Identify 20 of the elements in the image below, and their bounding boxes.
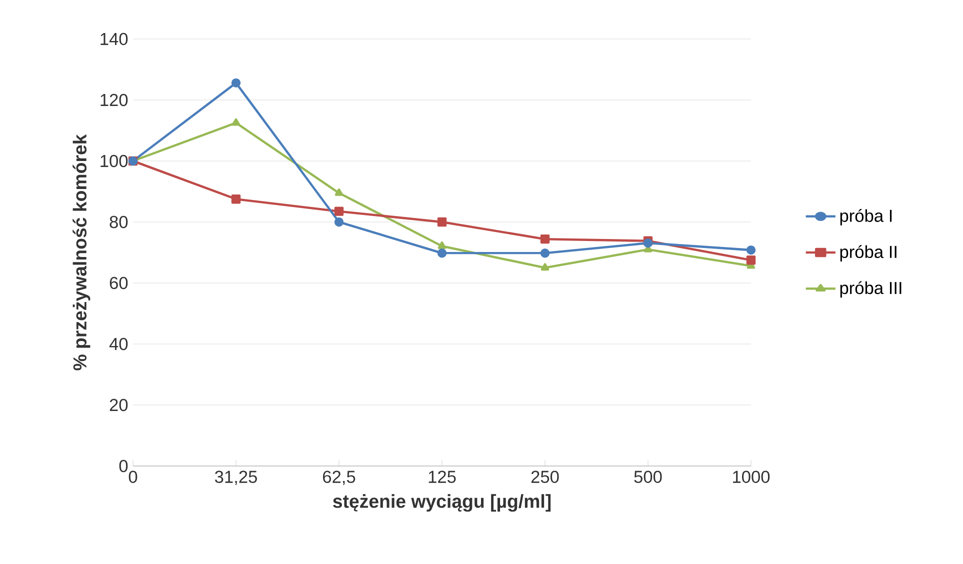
x-tick-label: 62,5 xyxy=(323,470,356,486)
x-tick-label: 500 xyxy=(634,470,662,483)
y-axis-title: % przeżywalność komórek xyxy=(72,134,90,370)
y-tick-label: 20 xyxy=(110,398,128,412)
y-tick-label: 120 xyxy=(100,94,128,106)
y-tick-label: 0 xyxy=(119,460,128,472)
y-tick-label: 80 xyxy=(110,216,128,228)
x-tick-label: 1000 xyxy=(733,470,770,483)
x-tick-label: 250 xyxy=(531,470,559,483)
y-tick-label: 100 xyxy=(100,154,128,168)
y-tick-label: 40 xyxy=(109,338,128,350)
x-axis-title: stężenie wyciągu [µg/ml] xyxy=(333,494,551,512)
x-tick-label: 31,25 xyxy=(214,470,257,486)
legend-label: próba I xyxy=(840,209,892,226)
x-tick-label: 125 xyxy=(428,470,456,483)
legend-label: próba II xyxy=(840,245,896,262)
legend-label: próba III xyxy=(840,281,902,298)
y-tick-label: 60 xyxy=(110,276,128,290)
x-tick-label: 0 xyxy=(128,470,138,483)
y-tick-label: 140 xyxy=(100,32,128,46)
